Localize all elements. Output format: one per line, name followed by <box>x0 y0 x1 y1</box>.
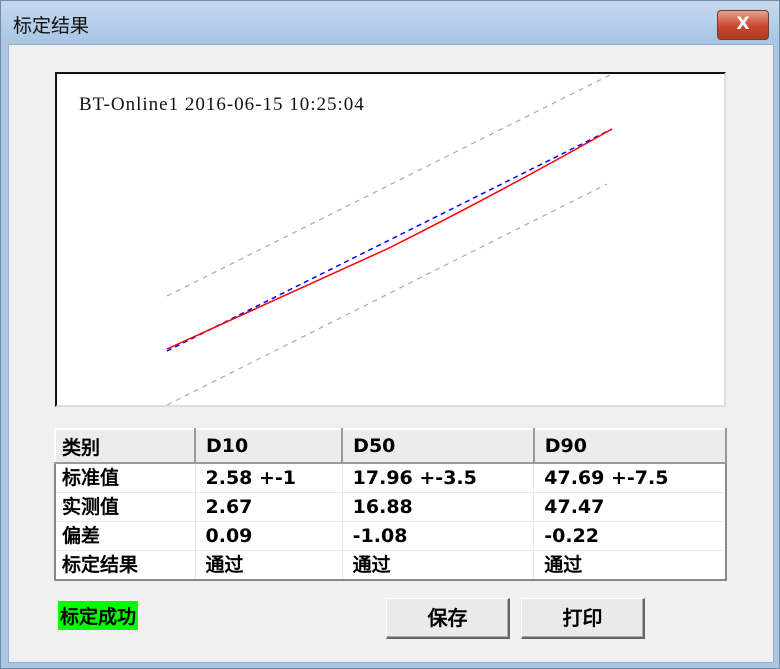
cell: 2.67 <box>195 492 343 522</box>
calibration-plot: BT-Online1 2016-06-15 10:25:04 <box>55 72 726 407</box>
upper-limit-line <box>166 74 613 297</box>
plot-canvas <box>166 74 613 405</box>
cell: 通过 <box>342 550 535 581</box>
cell: 实测值 <box>55 492 196 522</box>
dialog-body: BT-Online1 2016-06-15 10:25:04 类别 D10 D5… <box>8 44 774 663</box>
save-button[interactable]: 保存 <box>386 598 510 639</box>
table-row-result: 标定结果 通过 通过 通过 <box>55 550 727 581</box>
print-button[interactable]: 打印 <box>521 598 645 639</box>
close-button[interactable]: X <box>717 10 769 40</box>
cell: 标准值 <box>55 463 196 493</box>
lower-limit-line <box>166 183 608 405</box>
cell: 0.09 <box>195 521 343 551</box>
standard-line <box>166 128 613 352</box>
cell: -1.08 <box>342 521 535 551</box>
cell: 2.58 +-1 <box>195 463 343 493</box>
header-d10: D10 <box>193 428 344 464</box>
cell: 17.96 +-3.5 <box>342 463 535 493</box>
table-row-standard: 标准值 2.58 +-1 17.96 +-3.5 47.69 +-7.5 <box>55 463 727 493</box>
measured-curve <box>166 128 613 350</box>
status-badge: 标定成功 <box>58 601 139 630</box>
cell: 通过 <box>195 550 343 581</box>
cell: -0.22 <box>533 521 727 551</box>
header-d50: D50 <box>341 428 535 464</box>
table-header-row: 类别 D10 D50 D90 <box>54 428 728 464</box>
result-table: 类别 D10 D50 D90 标准值 2.58 +-1 17.96 +-3.5 47.… <box>54 428 728 581</box>
cell: 标定结果 <box>55 550 196 581</box>
plot-title: BT-Online1 2016-06-15 10:25:04 <box>79 94 365 115</box>
cell: 通过 <box>533 550 727 581</box>
header-d90: D90 <box>532 428 728 464</box>
header-category: 类别 <box>54 428 196 464</box>
cell: 47.69 +-7.5 <box>533 463 727 493</box>
cell: 47.47 <box>533 492 727 522</box>
cell: 偏差 <box>55 521 196 551</box>
cell: 16.88 <box>342 492 535 522</box>
window-title: 标定结果 <box>13 15 90 37</box>
table-row-deviation: 偏差 0.09 -1.08 -0.22 <box>55 521 727 551</box>
table-row-measured: 实测值 2.67 16.88 47.47 <box>55 492 727 522</box>
